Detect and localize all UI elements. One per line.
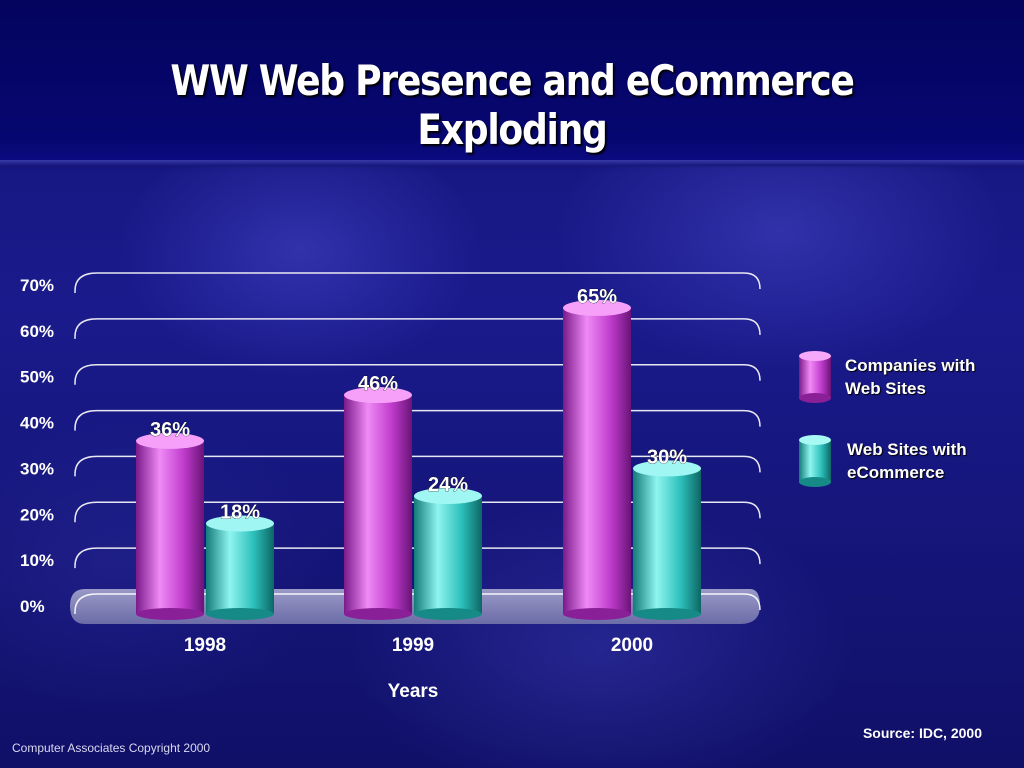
bar-base — [633, 608, 701, 620]
copyright-notice: Computer Associates Copyright 2000 — [12, 741, 211, 755]
page-title: WW Web Presence and eCommerce Exploding — [170, 56, 854, 154]
bar-base — [563, 608, 631, 620]
legend-label-companies: Companies with Web Sites — [845, 354, 1005, 400]
data-label: 36% — [150, 419, 190, 441]
legend-item-ecommerce: Web Sites with eCommerce — [797, 434, 1007, 488]
legend-item-companies: Companies with Web Sites — [797, 350, 1005, 404]
bar-cap — [563, 299, 631, 316]
bar-base — [206, 608, 274, 620]
bar-body — [344, 395, 412, 614]
x-tick-label: 2000 — [611, 635, 653, 656]
bar-base — [136, 608, 204, 620]
bar-companies-2000 — [563, 299, 631, 620]
x-axis-ticks: 1998 1999 2000 — [184, 635, 653, 656]
bar-body — [414, 495, 482, 614]
legend-swatch-companies — [799, 351, 831, 403]
bar-cap — [136, 432, 204, 449]
chart-bars: 36% 18% 46% 24% 65% 30% — [136, 286, 701, 620]
gridline — [74, 501, 761, 523]
gridline — [74, 547, 761, 569]
y-axis-ticks: 0% 10% 20% 30% 40% 50% 60% 70% — [20, 276, 54, 616]
y-tick-label: 70% — [20, 276, 54, 295]
legend-line: eCommerce — [847, 463, 945, 482]
title-rule — [0, 160, 1024, 166]
y-tick-label: 40% — [20, 414, 54, 433]
bar-companies-1999 — [344, 387, 412, 620]
x-tick-label: 1999 — [392, 635, 434, 656]
y-tick-label: 20% — [20, 505, 54, 524]
gridline — [74, 272, 761, 293]
y-tick-label: 0% — [20, 597, 45, 616]
bar-base — [344, 608, 412, 620]
data-label: 18% — [220, 501, 260, 523]
bar-ecommerce-1999 — [414, 487, 482, 620]
bar-body — [563, 307, 631, 614]
x-tick-label: 1998 — [184, 635, 226, 656]
gridline — [74, 318, 761, 339]
bar-base — [414, 608, 482, 620]
gridline — [74, 455, 761, 477]
y-tick-label: 30% — [20, 459, 54, 478]
bar-cap — [633, 460, 701, 477]
y-tick-label: 60% — [20, 322, 54, 341]
data-label: 65% — [577, 286, 617, 308]
gridline — [74, 363, 761, 385]
bar-body — [206, 523, 274, 614]
gridline — [74, 409, 761, 431]
bar-cap — [206, 515, 274, 532]
chart-gridlines — [74, 272, 761, 614]
bar-ecommerce-1998 — [206, 515, 274, 620]
bar-body — [633, 468, 701, 614]
bar-cap — [414, 487, 482, 504]
bar-body — [136, 440, 204, 614]
legend-line: Web Sites with — [847, 440, 967, 459]
legend-line: Companies with — [845, 356, 976, 375]
legend-swatch-ecommerce — [799, 435, 831, 487]
title-band — [0, 0, 1024, 160]
source-note: Source: IDC, 2000 — [862, 725, 982, 741]
data-label: 30% — [647, 446, 687, 468]
bar-companies-1998 — [136, 432, 204, 620]
data-label: 24% — [428, 474, 468, 496]
y-tick-label: 10% — [20, 551, 54, 570]
bar-cap — [344, 387, 412, 404]
data-label: 46% — [358, 373, 398, 395]
bar-ecommerce-2000 — [633, 460, 701, 620]
legend-label-ecommerce: Web Sites with eCommerce — [847, 438, 1007, 484]
x-axis-title: Years — [388, 681, 439, 702]
legend-line: Web Sites — [845, 379, 926, 398]
gridline — [74, 593, 761, 614]
y-tick-label: 50% — [20, 368, 54, 387]
